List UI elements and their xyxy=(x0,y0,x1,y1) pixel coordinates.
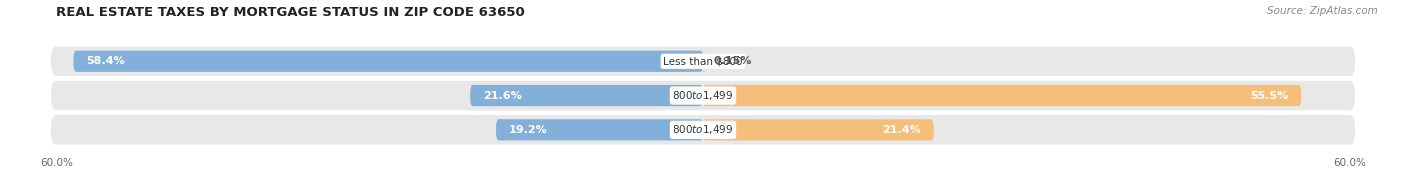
Text: 21.6%: 21.6% xyxy=(484,90,522,101)
Text: 19.2%: 19.2% xyxy=(509,125,548,135)
Text: $800 to $1,499: $800 to $1,499 xyxy=(672,89,734,102)
FancyBboxPatch shape xyxy=(51,81,1355,110)
FancyBboxPatch shape xyxy=(496,119,703,140)
Text: 58.4%: 58.4% xyxy=(86,56,125,66)
FancyBboxPatch shape xyxy=(703,119,934,140)
Text: 55.5%: 55.5% xyxy=(1250,90,1288,101)
FancyBboxPatch shape xyxy=(51,47,1355,76)
Text: $800 to $1,499: $800 to $1,499 xyxy=(672,123,734,136)
FancyBboxPatch shape xyxy=(470,85,703,106)
FancyBboxPatch shape xyxy=(73,51,703,72)
Text: Less than $800: Less than $800 xyxy=(664,56,742,66)
Text: REAL ESTATE TAXES BY MORTGAGE STATUS IN ZIP CODE 63650: REAL ESTATE TAXES BY MORTGAGE STATUS IN … xyxy=(56,6,524,19)
Text: 21.4%: 21.4% xyxy=(882,125,921,135)
Text: Source: ZipAtlas.com: Source: ZipAtlas.com xyxy=(1267,6,1378,16)
FancyBboxPatch shape xyxy=(51,115,1355,144)
FancyBboxPatch shape xyxy=(702,51,706,72)
Text: 0.15%: 0.15% xyxy=(713,56,752,66)
FancyBboxPatch shape xyxy=(703,85,1302,106)
